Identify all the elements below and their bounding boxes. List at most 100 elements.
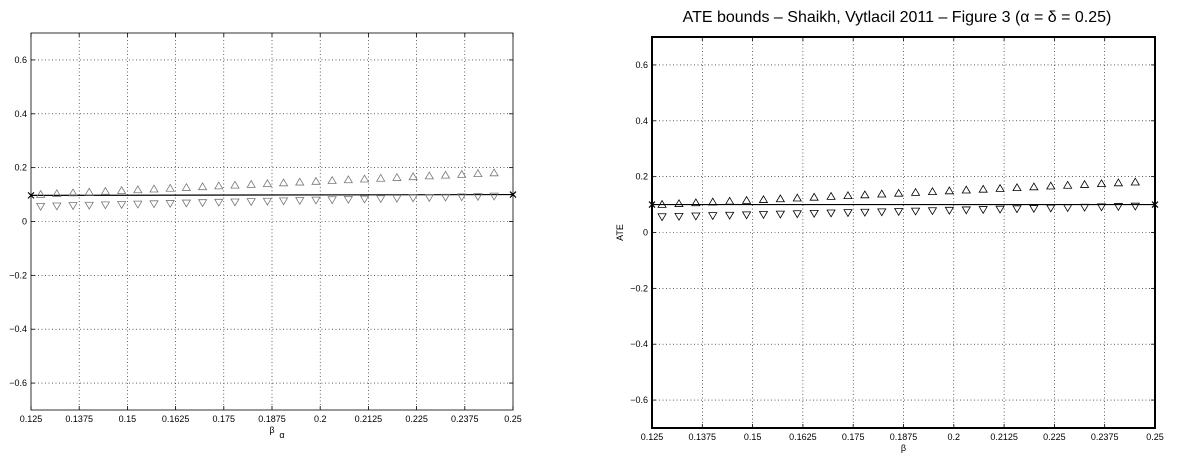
- chart-right-xtick-label: 0.1875: [890, 432, 918, 442]
- chart-right-upper-bound-marker: [826, 191, 836, 200]
- chart-left-xtick-label: 0.1625: [162, 414, 190, 424]
- chart-right-lower-bound-marker: [910, 207, 921, 216]
- chart-left-plot: 0.125 0.1375 0.15 0.1625 0.175 0.1875 0.2 0.212…: [9, 32, 522, 440]
- chart-left-lower-bound-marker: [84, 201, 94, 210]
- chart-left-lower-bound-marker: [343, 196, 354, 204]
- chart-right-lower-bound-marker: [1096, 203, 1107, 212]
- chart-right-upper-bound-marker: [1012, 183, 1022, 192]
- chart-right-xtick-label: 0.2125: [990, 432, 1018, 442]
- chart-right-lower-bound-marker: [691, 212, 701, 221]
- chart-right-upper-bound-marker: [978, 184, 988, 193]
- chart-right-ytick-label: 0.4: [635, 116, 648, 126]
- chart-right-upper-bound-marker: [657, 199, 667, 208]
- chart-right-lower-bound-marker: [893, 208, 904, 217]
- chart-right-lower-bound-marker: [1046, 204, 1056, 213]
- chart-right-ytick-label: 0: [643, 228, 648, 238]
- chart-right-upper-bound-marker: [1096, 179, 1107, 188]
- chart-left-lower-bound-marker: [311, 196, 321, 205]
- chart-left-upper-bound-marker: [408, 172, 418, 181]
- chart-right-xtick-label: 0.25: [1146, 432, 1164, 442]
- chart-right-xtick-label: 0.1375: [689, 432, 717, 442]
- chart-left-upper-bound-marker: [457, 169, 467, 178]
- chart-right-endpoint-marker: [1151, 201, 1159, 208]
- chart-left-xtick-label: 0.175: [213, 414, 236, 424]
- chart-left-xtick-label: 0.1375: [65, 414, 93, 424]
- chart-left-lower-bound-marker: [197, 199, 208, 208]
- chart-left-lower-bound-marker: [116, 201, 127, 210]
- chart-right-ylabel: ATE: [615, 224, 625, 241]
- chart-right-xtick-label: 0.2: [948, 432, 961, 442]
- chart-left-xtick-label: 0.225: [405, 414, 428, 424]
- chart-left-upper-bound-marker: [35, 189, 46, 198]
- chart-right-lower-bound-marker: [843, 209, 853, 218]
- chart-right-lower-bound-marker: [674, 213, 684, 221]
- chart-right-upper-bound-marker: [809, 192, 819, 201]
- chart-right-xtick-label: 0.2375: [1091, 432, 1119, 442]
- chart-right-lower-bound-marker: [961, 206, 971, 215]
- chart-left-upper-bound-marker: [489, 168, 499, 177]
- chart-right-upper-bound-marker: [1130, 177, 1140, 186]
- chart-right-upper-bound-marker: [674, 198, 684, 207]
- chart-left-upper-bound-marker: [100, 186, 111, 195]
- chart-left-lower-bound-marker: [440, 193, 451, 202]
- chart-left-lower-bound-marker: [214, 198, 224, 207]
- chart-left-upper-bound-marker: [149, 184, 159, 193]
- chart-left-lower-bound-marker: [165, 200, 175, 209]
- chart-right-upper-bound-marker: [708, 197, 718, 206]
- chart-right-lower-bound-marker: [775, 210, 786, 219]
- chart-left-upper-bound-marker: [197, 182, 208, 191]
- chart-right-lower-bound-marker: [860, 208, 870, 217]
- chart-left-ytick-label: −0.2: [9, 270, 27, 280]
- chart-right-upper-bound-marker: [961, 185, 971, 194]
- chart-left-lower-bound-marker: [246, 198, 256, 207]
- chart-left-upper-bound-marker: [262, 179, 273, 187]
- chart-left-upper-bound-marker: [116, 185, 127, 194]
- chart-left-xtick-label: 0.15: [119, 414, 137, 424]
- chart-right-xtick-label: 0.1625: [789, 432, 817, 442]
- chart-left-upper-bound-marker: [214, 181, 224, 190]
- chart-left-upper-bound-marker: [424, 171, 435, 180]
- chart-right: ATE bounds – Shaikh, Vytlacil 2011 – Fig…: [615, 9, 1164, 453]
- chart-left-upper-bound-marker: [230, 180, 240, 189]
- chart-left-upper-bound-marker: [440, 170, 451, 179]
- chart-right-upper-bound-marker: [843, 191, 853, 199]
- chart-right-lower-bound-marker: [1113, 203, 1124, 212]
- chart-left-endpoint-marker: [509, 191, 517, 198]
- chart-right-lower-bound-marker: [826, 209, 836, 218]
- chart-right-lower-bound-marker: [741, 211, 752, 220]
- chart-left-upper-bound-marker: [133, 185, 143, 194]
- chart-right-lower-bound-marker: [927, 207, 938, 216]
- chart-right-upper-bound-marker: [927, 187, 938, 196]
- chart-left-xtick-label: 0.125: [20, 414, 43, 424]
- chart-right-lower-bound-marker: [708, 212, 718, 221]
- chart-right-upper-bound-marker: [792, 193, 802, 202]
- chart-left-ytick-label: 0.2: [14, 163, 27, 173]
- chart-left-upper-bound-marker: [327, 175, 337, 184]
- chart-right-upper-bound-marker: [724, 196, 735, 205]
- chart-left-ytick-label: 0.6: [14, 55, 27, 65]
- chart-right-ytick-label: −0.4: [630, 339, 648, 349]
- chart-right-upper-bound-marker: [691, 198, 701, 207]
- chart-right-lower-bound-marker: [1079, 203, 1090, 212]
- chart-left-upper-bound-marker: [392, 172, 402, 181]
- chart-right-upper-bound-marker: [910, 187, 921, 196]
- chart-right-upper-bound-marker: [1029, 182, 1039, 191]
- chart-right-xtick-label: 0.125: [641, 432, 664, 442]
- chart-right-title: ATE bounds – Shaikh, Vytlacil 2011 – Fig…: [683, 9, 1112, 26]
- chart-left-xlabel-subscript: α: [279, 430, 284, 440]
- chart-right-lower-bound-marker: [978, 206, 988, 215]
- chart-right-xtick-label: 0.15: [744, 432, 762, 442]
- chart-right-upper-bound-marker: [1046, 181, 1056, 190]
- chart-right-upper-bound-marker: [741, 195, 752, 204]
- chart-left-lower-bound-marker: [278, 197, 289, 206]
- chart-right-lower-bound-marker: [809, 209, 819, 218]
- chart-left-lower-bound-marker: [473, 193, 483, 202]
- chart-left-ytick-label: −0.6: [9, 378, 27, 388]
- chart-right-xtick-label: 0.225: [1043, 432, 1066, 442]
- chart-right-xtick-label: 0.175: [842, 432, 865, 442]
- chart-right-lower-bound-marker: [724, 211, 735, 220]
- chart-left-lower-bound-marker: [52, 202, 62, 211]
- chart-right-lower-bound-marker: [1012, 205, 1022, 214]
- chart-right-lower-bound-marker: [877, 208, 887, 217]
